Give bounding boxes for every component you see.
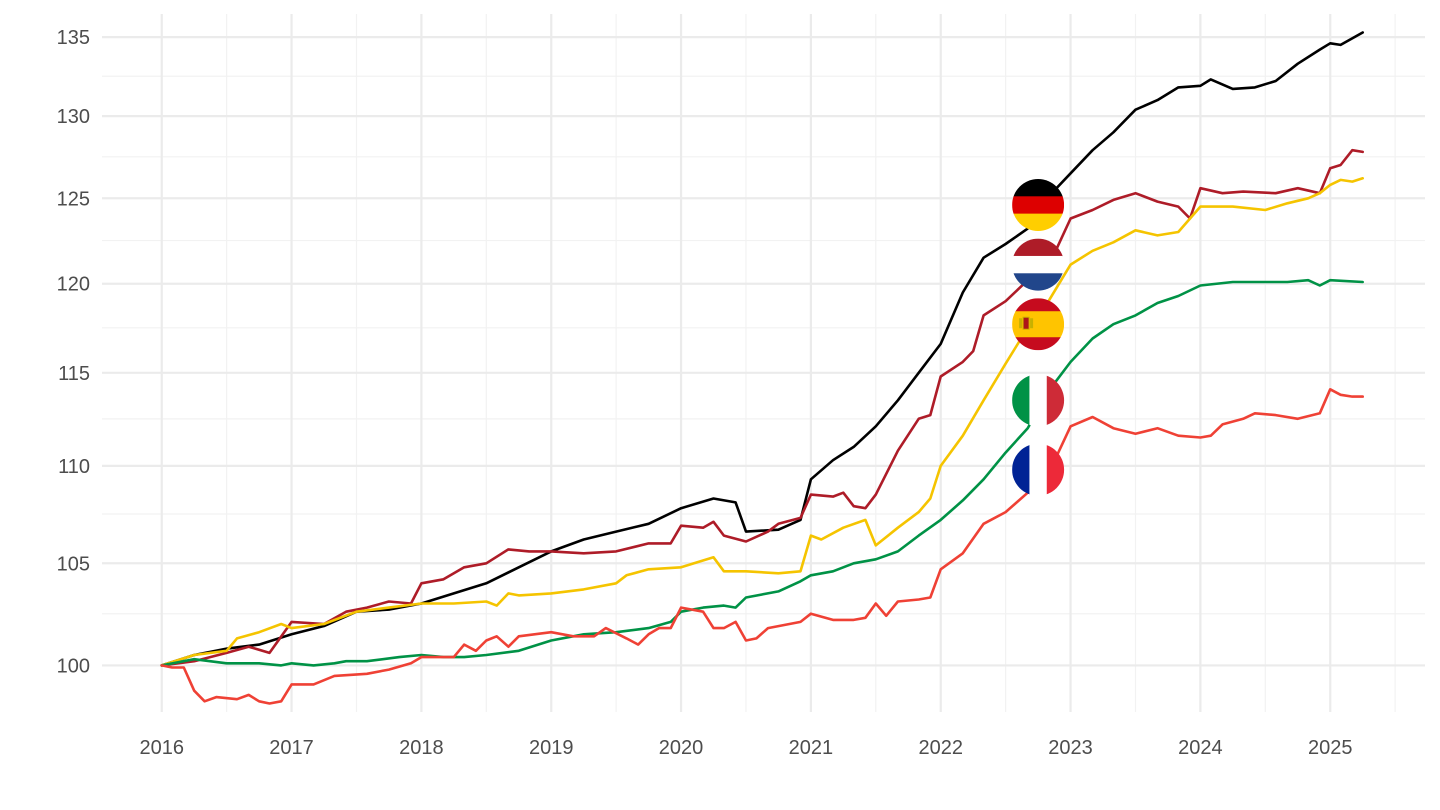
flag-markers xyxy=(1012,178,1065,496)
x-tick-label: 2023 xyxy=(1048,737,1093,759)
france-flag-icon xyxy=(1012,443,1065,496)
series-line-italy xyxy=(160,278,1364,667)
x-tick-label: 2016 xyxy=(139,737,184,759)
y-axis-tick-labels: 100 105 110 115 120 125 130 135 xyxy=(57,27,90,677)
y-tick-label: 115 xyxy=(58,363,90,385)
y-tick-label: 105 xyxy=(57,553,90,575)
netherlands-flag-icon xyxy=(1012,238,1065,291)
x-tick-label: 2020 xyxy=(659,737,704,759)
y-tick-label: 110 xyxy=(58,456,90,478)
y-tick-label: 130 xyxy=(57,106,90,128)
series-line-spain xyxy=(160,177,1364,667)
spain-flag-icon xyxy=(1012,298,1065,351)
x-tick-label: 2021 xyxy=(789,737,834,759)
series-lines xyxy=(160,31,1364,705)
x-axis-tick-labels: 2016 2017 2018 2019 2020 2021 2022 2023 2024 2025 xyxy=(139,737,1352,759)
y-tick-label: 125 xyxy=(57,188,90,210)
x-tick-label: 2018 xyxy=(399,737,444,759)
x-tick-label: 2017 xyxy=(269,737,314,759)
x-tick-label: 2024 xyxy=(1178,737,1223,759)
y-tick-label: 100 xyxy=(57,655,90,677)
x-tick-label: 2022 xyxy=(918,737,963,759)
y-tick-label: 120 xyxy=(57,274,90,296)
germany-flag-icon xyxy=(1012,178,1065,231)
x-tick-label: 2019 xyxy=(529,737,574,759)
series-line-germany xyxy=(160,31,1364,667)
y-tick-label: 135 xyxy=(57,27,90,49)
series-line-netherlands xyxy=(160,148,1364,667)
x-tick-label: 2025 xyxy=(1308,737,1353,759)
series-line-france xyxy=(160,388,1364,705)
italy-flag-icon xyxy=(1012,374,1065,427)
grid-lines xyxy=(102,14,1425,712)
